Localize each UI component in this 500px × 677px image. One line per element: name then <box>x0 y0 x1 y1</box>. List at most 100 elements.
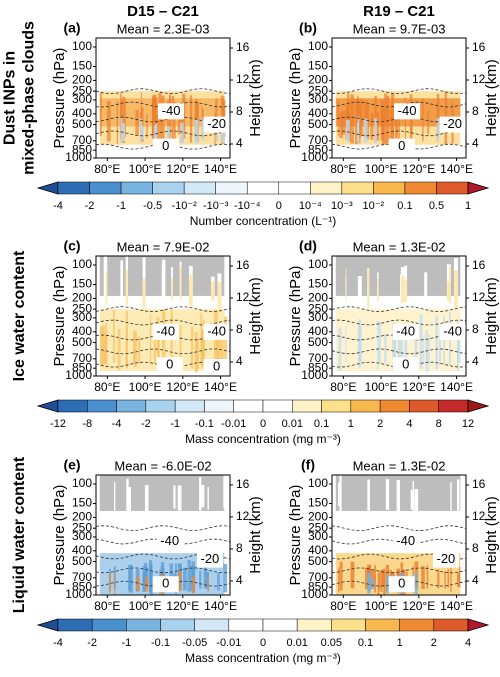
contour-label-box <box>388 138 415 155</box>
field-shading <box>458 566 461 588</box>
y-tick-label: 850 <box>308 579 328 593</box>
field-shading <box>158 324 160 371</box>
colorbar-segment <box>160 618 195 632</box>
colorbar-segment <box>89 181 122 195</box>
colorbar-segment <box>262 618 298 632</box>
y2-tick-label: 16 <box>472 477 486 491</box>
field-shading <box>339 561 343 591</box>
field-shading <box>220 125 225 144</box>
y-tick-label: 250 <box>308 301 328 315</box>
field-shading <box>384 93 388 145</box>
field-shading <box>381 569 385 587</box>
contour-line <box>95 538 231 545</box>
x-tick-label: 100°E <box>365 380 398 394</box>
field-shading <box>398 107 401 143</box>
field-shading <box>137 336 141 364</box>
x-tick-label: 80°E <box>94 162 120 176</box>
contour-label: 0 <box>162 576 169 591</box>
contour-label-box <box>439 323 466 340</box>
field-shading <box>357 275 362 299</box>
field-shading <box>149 314 152 364</box>
y-tick-label: 300 <box>308 92 328 106</box>
colorbar-end <box>467 399 490 413</box>
y2-tick-label: 16 <box>236 477 250 491</box>
field-shading <box>400 275 405 303</box>
field-shading <box>404 279 408 302</box>
field-shading <box>338 327 342 371</box>
x-tick-label: 100°E <box>365 162 398 176</box>
colorbar-label: 12 <box>462 418 474 430</box>
contour-line <box>95 88 231 95</box>
contour-label: -40 <box>398 103 417 118</box>
field-shading <box>174 101 176 140</box>
field-shading <box>205 572 209 589</box>
field-shading <box>345 326 347 362</box>
x-tick-label: 140°E <box>204 380 237 394</box>
field-shading <box>358 319 361 369</box>
field-shading <box>377 321 379 370</box>
field-shading <box>377 278 379 302</box>
contour-label: -40 <box>396 533 415 548</box>
x-tick-label: 140°E <box>204 599 237 613</box>
field-shading <box>397 335 400 363</box>
colorbar-end <box>467 618 490 632</box>
field-shading <box>338 482 340 507</box>
y-tick-label: 150 <box>308 277 328 291</box>
y-tick-label: 400 <box>308 543 328 557</box>
colorbar-segment <box>341 181 374 195</box>
panel: -40 -20 0 <box>95 37 231 159</box>
field-shading <box>221 328 224 367</box>
colorbar-label: -0.01 <box>216 637 241 649</box>
contour-label: -40 <box>162 103 181 118</box>
field-shading <box>346 119 350 142</box>
field-shading <box>345 268 347 301</box>
contour-line <box>331 553 467 560</box>
y-tick-label: 500 <box>72 554 92 568</box>
colorbar-segment <box>321 399 352 413</box>
y-tick-label: 1000 <box>65 368 92 382</box>
field-shading <box>400 332 403 366</box>
field-shading <box>202 320 205 369</box>
y-tick-label: 500 <box>308 554 328 568</box>
y-tick-label: 200 <box>308 291 328 305</box>
field-shading <box>114 571 116 595</box>
field-shading <box>105 271 108 305</box>
panel-mean: Mean = -6.0E-02 <box>114 458 211 473</box>
colorbar-segment <box>436 181 469 195</box>
y-tick-label: 300 <box>308 310 328 324</box>
field-shading <box>364 567 369 590</box>
field-shading <box>122 96 126 143</box>
contour-label-box <box>203 116 230 133</box>
field-shading <box>456 319 459 372</box>
y-tick-label: 1000 <box>301 150 328 164</box>
contour-label-box <box>203 323 230 340</box>
colorbar-label: -1 <box>116 200 126 212</box>
colorbar-label: 2 <box>431 637 437 649</box>
colorbar-segment <box>228 618 264 632</box>
field-shading <box>189 274 193 307</box>
field-shading <box>370 112 374 140</box>
colorbar-title: Mass concentration (mg m⁻³) <box>185 432 341 446</box>
y-tick-label: 200 <box>308 73 328 87</box>
field-shading <box>378 321 381 364</box>
field-shading <box>177 112 182 135</box>
y-tick-label: 300 <box>72 310 92 324</box>
y-tick-label: 400 <box>72 324 92 338</box>
contour-label-box <box>156 533 183 550</box>
field-shading <box>190 326 194 369</box>
x-tick-label: 100°E <box>129 380 162 394</box>
field-shading <box>437 569 440 589</box>
colorbar-segment <box>194 618 230 632</box>
colorbar-label: 0.01 <box>282 418 303 430</box>
colorbar-end <box>467 181 490 195</box>
panel-tag: (f) <box>301 457 315 473</box>
field-shading <box>341 110 346 135</box>
colorbar-label: -10⁻³ <box>203 200 229 212</box>
x-tick-label: 120°E <box>402 162 435 176</box>
panel-mean: Mean = 2.3E-03 <box>117 21 210 36</box>
y-tick-label: 250 <box>72 520 92 534</box>
field-shading <box>350 561 355 589</box>
colorbar-segment <box>126 618 161 632</box>
